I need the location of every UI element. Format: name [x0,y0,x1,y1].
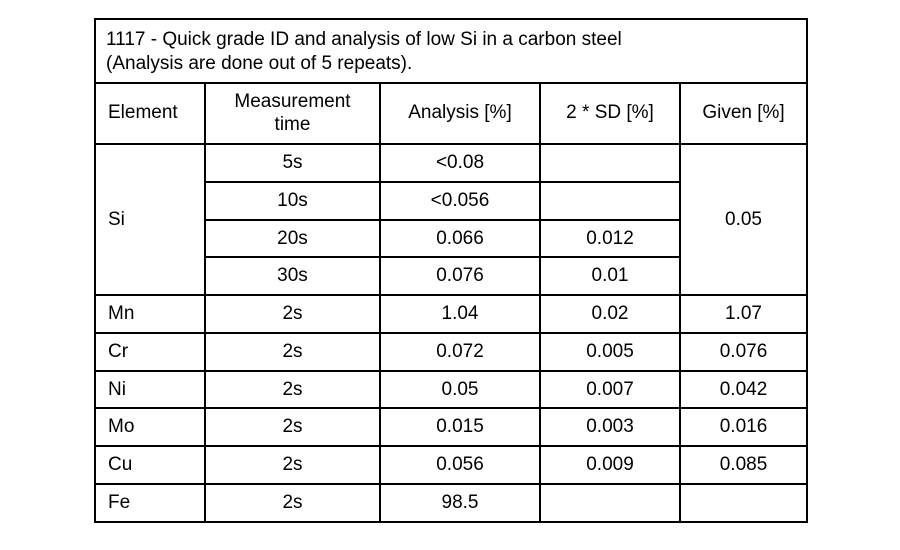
table-title: 1117 - Quick grade ID and analysis of lo… [95,19,807,83]
analysis-mn: 1.04 [380,295,540,333]
given-cu: 0.085 [680,446,807,484]
analysis-table-container: 1117 - Quick grade ID and analysis of lo… [94,18,806,523]
row-cu: Cu 2s 0.056 0.009 0.085 [95,446,807,484]
time-ni: 2s [205,371,380,409]
analysis-ni: 0.05 [380,371,540,409]
sd-mn: 0.02 [540,295,680,333]
time-cr: 2s [205,333,380,371]
si-analysis-0: <0.08 [380,144,540,182]
si-analysis-3: 0.076 [380,257,540,295]
header-row: Element Measurement time Analysis [%] 2 … [95,83,807,145]
si-time-1: 10s [205,182,380,220]
row-cr: Cr 2s 0.072 0.005 0.076 [95,333,807,371]
row-mo: Mo 2s 0.015 0.003 0.016 [95,408,807,446]
title-line2: (Analysis are done out of 5 repeats). [106,53,412,74]
given-ni: 0.042 [680,371,807,409]
label-mo: Mo [95,408,205,446]
sd-cu: 0.009 [540,446,680,484]
si-given: 0.05 [680,144,807,295]
sd-fe [540,484,680,522]
row-ni: Ni 2s 0.05 0.007 0.042 [95,371,807,409]
row-mn: Mn 2s 1.04 0.02 1.07 [95,295,807,333]
time-mn: 2s [205,295,380,333]
header-time-line2: time [275,114,311,135]
si-label: Si [95,144,205,295]
si-sd-1 [540,182,680,220]
time-cu: 2s [205,446,380,484]
given-fe [680,484,807,522]
analysis-cu: 0.056 [380,446,540,484]
header-element: Element [95,83,205,145]
analysis-fe: 98.5 [380,484,540,522]
header-time-line1: Measurement [234,91,350,112]
sd-cr: 0.005 [540,333,680,371]
label-mn: Mn [95,295,205,333]
analysis-table: 1117 - Quick grade ID and analysis of lo… [94,18,808,523]
si-time-0: 5s [205,144,380,182]
sd-ni: 0.007 [540,371,680,409]
given-cr: 0.076 [680,333,807,371]
title-line1: 1117 - Quick grade ID and analysis of lo… [106,29,622,50]
given-mn: 1.07 [680,295,807,333]
si-sd-2: 0.012 [540,220,680,258]
label-fe: Fe [95,484,205,522]
time-mo: 2s [205,408,380,446]
analysis-cr: 0.072 [380,333,540,371]
analysis-mo: 0.015 [380,408,540,446]
header-sd: 2 * SD [%] [540,83,680,145]
header-given: Given [%] [680,83,807,145]
given-mo: 0.016 [680,408,807,446]
si-sd-0 [540,144,680,182]
header-analysis: Analysis [%] [380,83,540,145]
header-time: Measurement time [205,83,380,145]
title-row: 1117 - Quick grade ID and analysis of lo… [95,19,807,83]
si-row-0: Si 5s <0.08 0.05 [95,144,807,182]
time-fe: 2s [205,484,380,522]
sd-mo: 0.003 [540,408,680,446]
si-time-2: 20s [205,220,380,258]
si-analysis-2: 0.066 [380,220,540,258]
row-fe: Fe 2s 98.5 [95,484,807,522]
si-analysis-1: <0.056 [380,182,540,220]
label-ni: Ni [95,371,205,409]
label-cu: Cu [95,446,205,484]
si-time-3: 30s [205,257,380,295]
label-cr: Cr [95,333,205,371]
si-sd-3: 0.01 [540,257,680,295]
